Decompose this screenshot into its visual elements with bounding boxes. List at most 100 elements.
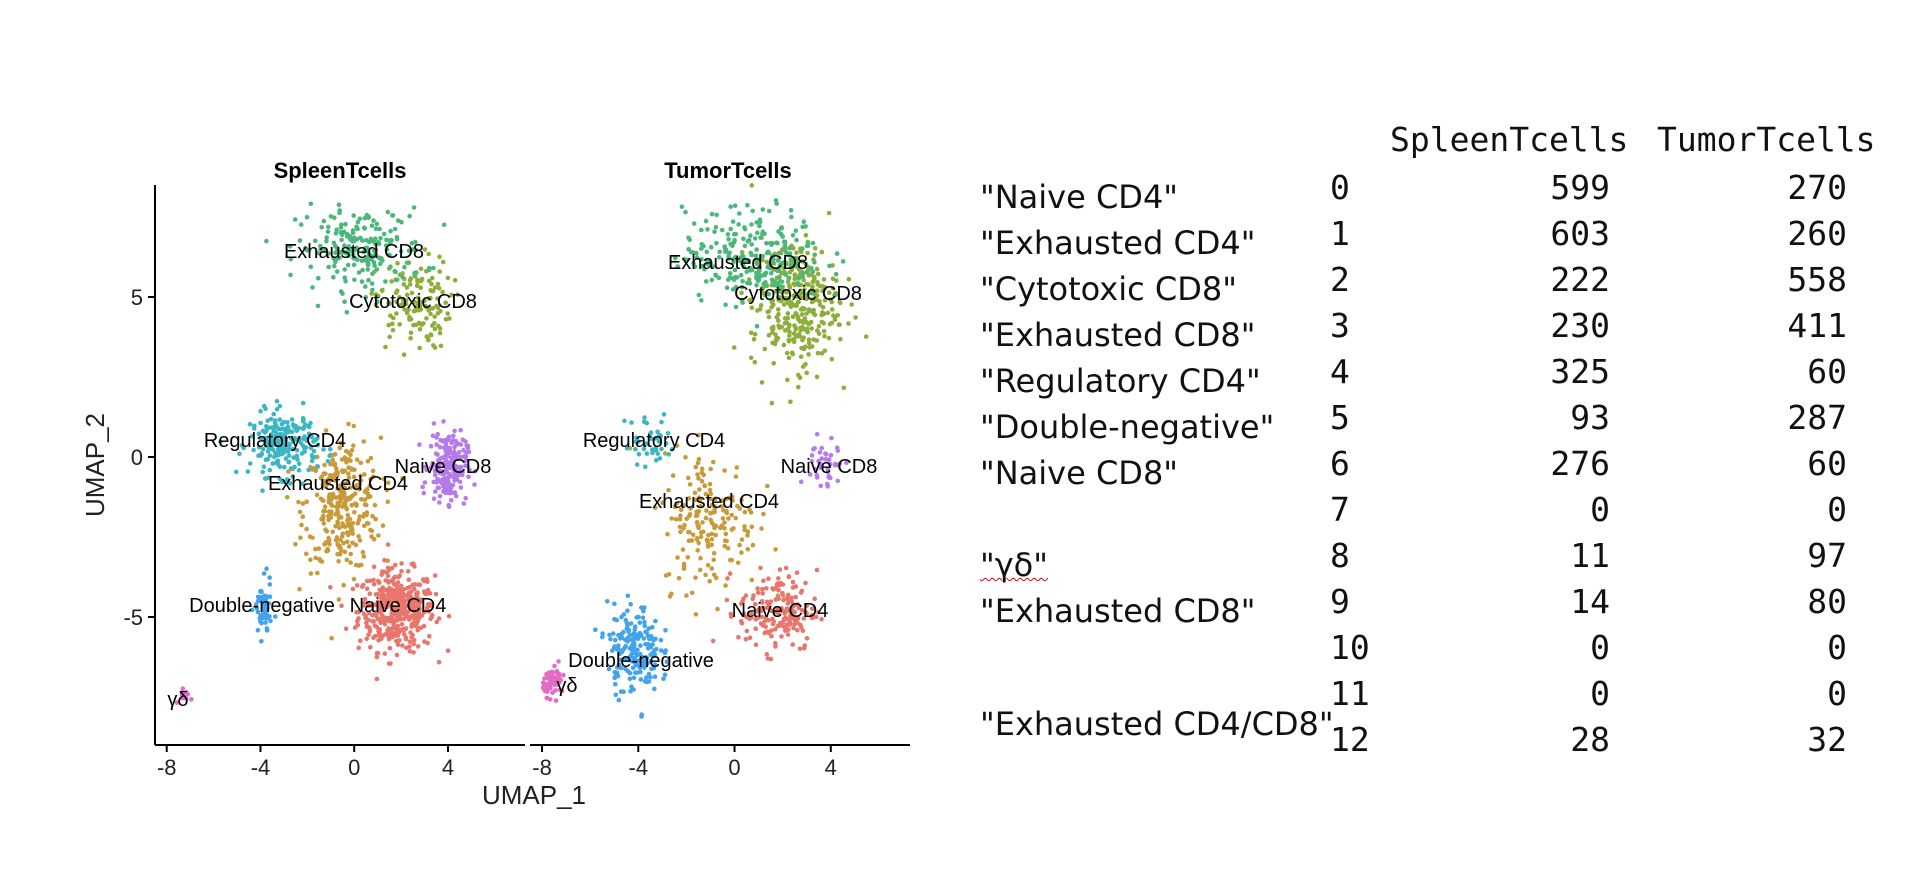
data-point [758,608,764,614]
data-point [698,497,703,503]
data-point [337,210,342,216]
data-point [679,204,685,209]
data-point [418,285,424,291]
data-point [691,221,697,226]
data-point [677,524,683,530]
data-point [360,238,365,243]
data-point [341,229,347,235]
data-point [389,279,394,284]
data-point [318,496,324,502]
data-point [727,571,733,576]
data-point [709,211,715,217]
data-point [814,432,820,437]
data-point [449,450,454,456]
data-point [383,344,388,350]
data-point [395,623,401,629]
data-point [436,462,441,468]
row-index: 8 [1330,536,1350,575]
data-point [777,274,782,280]
data-point [547,697,553,702]
data-point [388,264,393,270]
data-point [371,248,377,254]
data-point [765,309,770,315]
data-point [349,447,355,453]
data-point [404,611,409,616]
data-point [373,241,378,246]
data-point [276,426,282,432]
data-point [358,478,364,483]
data-point [400,476,405,481]
data-point [335,551,340,557]
data-point [366,610,372,616]
data-point [790,585,796,590]
data-point [748,233,753,238]
data-point [338,440,344,446]
data-point [422,480,428,485]
data-point [834,292,839,297]
row-cluster-name: "γδ" [980,546,1048,584]
data-point [259,452,265,457]
cluster-label: Cytotoxic CD8 [349,291,477,313]
data-point [342,299,347,305]
data-point [338,537,343,543]
data-point [385,480,391,486]
data-point [399,561,404,566]
data-point [773,332,778,337]
data-point [796,384,801,390]
data-point [819,445,824,451]
data-point [237,451,242,457]
data-point [812,252,817,258]
data-point [315,435,320,441]
data-point [780,234,785,239]
row-spleen-count: 276 [1550,444,1610,483]
data-point [372,502,378,508]
data-point [738,272,744,278]
data-point [796,258,801,264]
data-point [397,602,403,608]
data-point [629,643,635,649]
data-point [435,311,441,316]
data-point [829,356,835,362]
data-point [440,259,446,265]
data-point [755,308,760,313]
data-point [428,288,434,293]
data-point [333,231,339,236]
data-point [714,212,719,218]
data-point [742,509,748,515]
data-point [779,260,785,266]
data-point [435,305,441,311]
data-point [703,491,709,497]
data-point [290,446,296,452]
data-point [334,227,340,233]
data-point [782,328,788,333]
data-point [769,270,774,276]
data-point [776,311,781,317]
data-point [417,327,423,332]
data-point [258,408,263,414]
data-point [404,645,409,651]
data-point [308,201,314,207]
data-point [184,696,189,701]
data-point [766,314,772,320]
data-point [739,537,745,542]
data-point [278,447,284,453]
data-point [256,445,262,450]
data-point [417,345,423,351]
data-point [815,328,820,333]
data-point [757,264,762,270]
data-point [431,421,437,426]
data-point [426,337,431,343]
data-point [384,487,390,493]
data-point [273,450,278,456]
data-point [247,422,253,427]
data-point [342,485,347,491]
data-point [662,451,668,456]
data-point [332,263,337,269]
data-point [324,235,330,240]
data-point [741,596,746,602]
data-point [831,313,836,318]
data-point [313,546,318,552]
data-point [801,320,806,325]
data-point [819,616,824,622]
data-point [806,352,811,357]
